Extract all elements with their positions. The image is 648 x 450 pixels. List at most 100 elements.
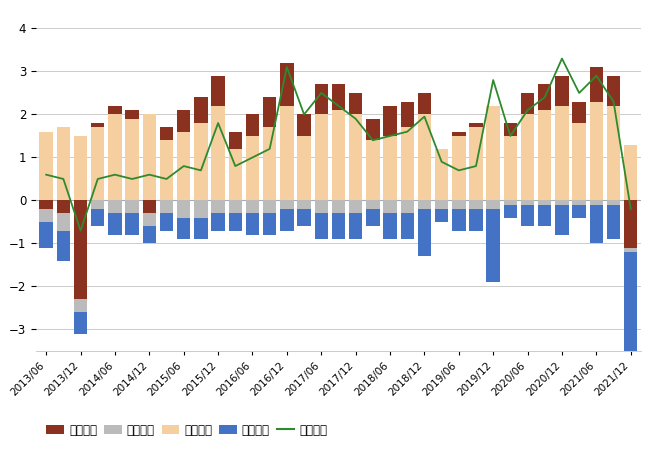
Bar (469, 127, 483, 201)
Bar (332, 213, 345, 239)
Bar (297, 136, 311, 201)
Bar (160, 140, 173, 201)
Bar (314, 213, 328, 239)
Bar (194, 97, 207, 123)
Bar (297, 201, 311, 209)
Bar (177, 110, 191, 132)
Bar (126, 119, 139, 201)
Bar (366, 140, 380, 201)
Bar (538, 205, 551, 226)
Bar (297, 209, 311, 226)
Bar (194, 201, 207, 218)
Bar (349, 114, 362, 201)
Bar (624, 201, 638, 248)
Bar (246, 114, 259, 136)
Bar (40, 209, 53, 222)
Bar (503, 205, 517, 218)
Bar (607, 106, 620, 201)
Bar (177, 201, 191, 218)
Bar (503, 201, 517, 205)
Bar (469, 209, 483, 230)
Bar (280, 63, 294, 106)
Bar (384, 106, 397, 136)
Bar (160, 213, 173, 230)
Bar (435, 149, 448, 201)
Bar (177, 218, 191, 239)
Bar (211, 76, 225, 106)
Bar (521, 205, 535, 226)
Bar (126, 213, 139, 235)
Bar (246, 213, 259, 235)
Bar (555, 205, 569, 235)
Bar (572, 102, 586, 123)
Bar (624, 144, 638, 201)
Bar (177, 132, 191, 201)
Bar (194, 218, 207, 239)
Bar (418, 114, 431, 201)
Bar (435, 201, 448, 209)
Bar (487, 106, 500, 201)
Bar (400, 213, 414, 239)
Bar (229, 213, 242, 230)
Bar (538, 84, 551, 110)
Bar (349, 213, 362, 239)
Bar (555, 76, 569, 106)
Bar (229, 149, 242, 201)
Bar (332, 84, 345, 110)
Bar (40, 222, 53, 248)
Bar (332, 110, 345, 201)
Bar (263, 213, 277, 235)
Bar (143, 114, 156, 201)
Bar (572, 201, 586, 205)
Bar (366, 119, 380, 140)
Bar (607, 201, 620, 205)
Bar (126, 110, 139, 119)
Bar (74, 201, 87, 299)
Bar (246, 136, 259, 201)
Bar (40, 201, 53, 209)
Bar (349, 201, 362, 213)
Bar (143, 213, 156, 226)
Bar (91, 201, 104, 209)
Legend: 贸易收支, 服务收支, 初次收入, 二次收入, 经常收支: 贸易收支, 服务收支, 初次收入, 二次收入, 经常收支 (41, 419, 332, 441)
Bar (143, 201, 156, 213)
Bar (56, 230, 70, 261)
Bar (607, 205, 620, 239)
Bar (56, 213, 70, 230)
Bar (572, 123, 586, 201)
Bar (366, 201, 380, 209)
Bar (590, 201, 603, 205)
Bar (332, 201, 345, 213)
Bar (521, 201, 535, 205)
Bar (452, 136, 465, 201)
Bar (56, 201, 70, 213)
Bar (263, 97, 277, 127)
Bar (469, 123, 483, 127)
Bar (538, 110, 551, 201)
Bar (572, 205, 586, 218)
Bar (590, 102, 603, 201)
Bar (314, 114, 328, 201)
Bar (263, 201, 277, 213)
Bar (435, 209, 448, 222)
Bar (452, 132, 465, 136)
Bar (194, 123, 207, 201)
Bar (487, 201, 500, 209)
Bar (74, 312, 87, 334)
Bar (160, 127, 173, 140)
Bar (349, 93, 362, 114)
Bar (538, 201, 551, 205)
Bar (74, 299, 87, 312)
Bar (487, 209, 500, 282)
Bar (91, 127, 104, 201)
Bar (160, 201, 173, 213)
Bar (229, 132, 242, 149)
Bar (40, 132, 53, 201)
Bar (74, 136, 87, 201)
Bar (400, 102, 414, 127)
Bar (126, 201, 139, 213)
Bar (452, 209, 465, 230)
Bar (297, 114, 311, 136)
Bar (624, 252, 638, 360)
Bar (555, 201, 569, 205)
